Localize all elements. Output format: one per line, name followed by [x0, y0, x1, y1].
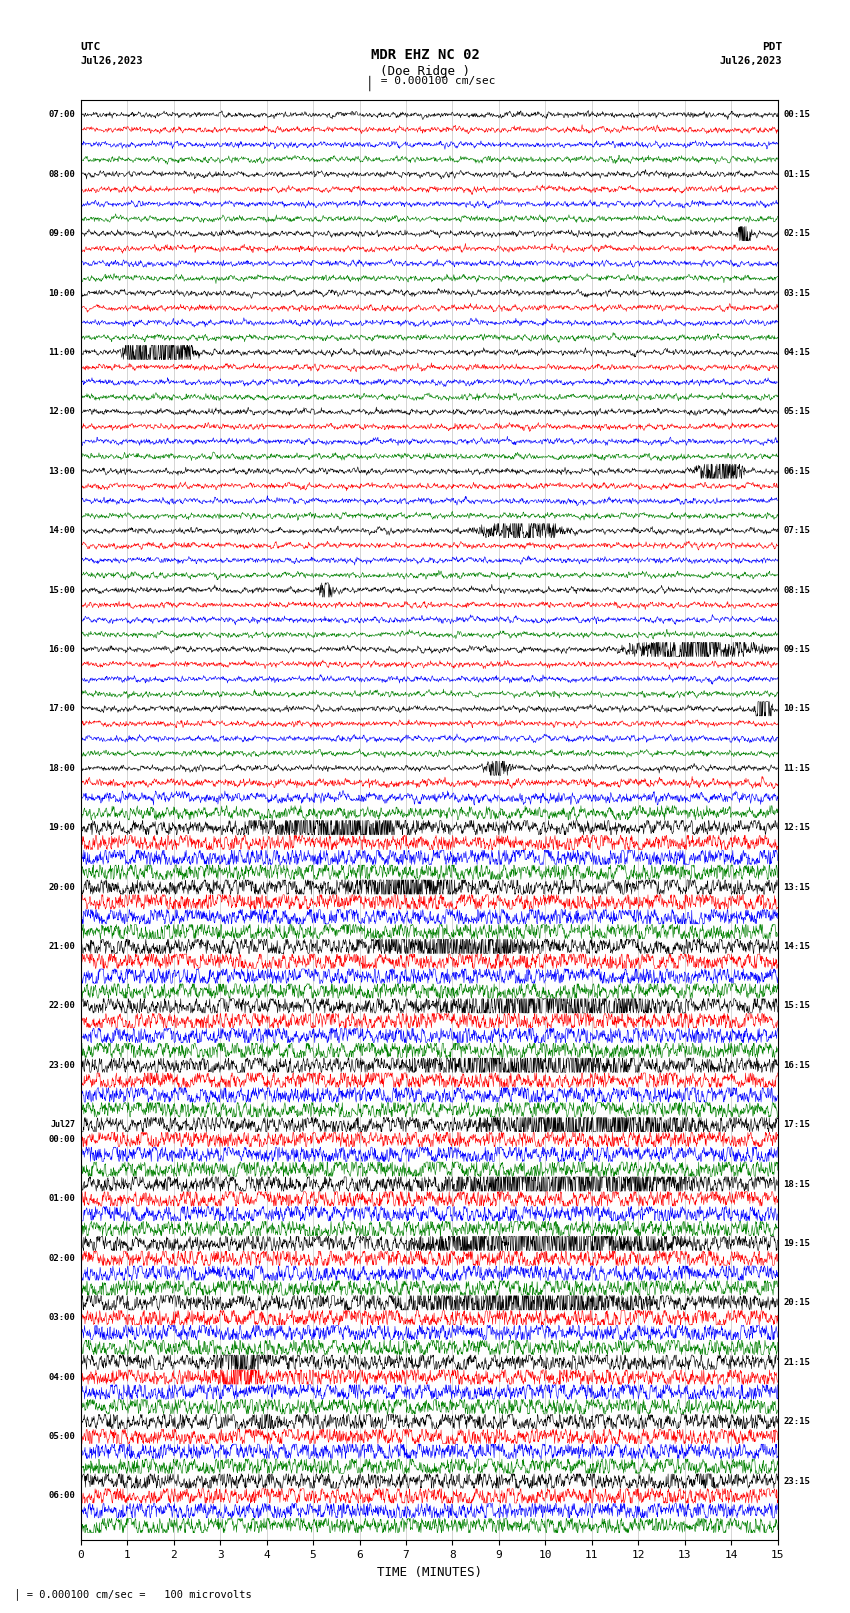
Text: PDT: PDT — [762, 42, 782, 52]
Text: 03:00: 03:00 — [48, 1313, 75, 1323]
Text: 01:00: 01:00 — [48, 1194, 75, 1203]
Text: 08:00: 08:00 — [48, 169, 75, 179]
Text: 00:00: 00:00 — [48, 1136, 75, 1144]
Text: = 0.000100 cm/sec: = 0.000100 cm/sec — [374, 76, 496, 85]
Text: Jul26,2023: Jul26,2023 — [81, 56, 144, 66]
Text: 10:15: 10:15 — [784, 705, 810, 713]
Text: 16:00: 16:00 — [48, 645, 75, 653]
Text: 09:00: 09:00 — [48, 229, 75, 239]
Text: 00:15: 00:15 — [784, 110, 810, 119]
Text: 07:00: 07:00 — [48, 110, 75, 119]
Text: 03:15: 03:15 — [784, 289, 810, 297]
Text: 20:15: 20:15 — [784, 1298, 810, 1307]
Text: 01:15: 01:15 — [784, 169, 810, 179]
Text: 06:15: 06:15 — [784, 466, 810, 476]
Text: 13:00: 13:00 — [48, 466, 75, 476]
Text: 05:15: 05:15 — [784, 408, 810, 416]
Text: 14:15: 14:15 — [784, 942, 810, 952]
Text: │: │ — [366, 76, 373, 92]
Text: 04:00: 04:00 — [48, 1373, 75, 1382]
Text: 16:15: 16:15 — [784, 1061, 810, 1069]
Text: 18:15: 18:15 — [784, 1179, 810, 1189]
Text: 13:15: 13:15 — [784, 882, 810, 892]
Text: 20:00: 20:00 — [48, 882, 75, 892]
Text: 15:00: 15:00 — [48, 586, 75, 595]
Text: 12:15: 12:15 — [784, 823, 810, 832]
Text: 23:00: 23:00 — [48, 1061, 75, 1069]
Text: 15:15: 15:15 — [784, 1002, 810, 1010]
Text: Jul26,2023: Jul26,2023 — [719, 56, 782, 66]
X-axis label: TIME (MINUTES): TIME (MINUTES) — [377, 1566, 482, 1579]
Text: 22:00: 22:00 — [48, 1002, 75, 1010]
Text: 17:15: 17:15 — [784, 1119, 810, 1129]
Text: 09:15: 09:15 — [784, 645, 810, 653]
Text: (Doe Ridge ): (Doe Ridge ) — [380, 65, 470, 77]
Text: 11:00: 11:00 — [48, 348, 75, 356]
Text: 12:00: 12:00 — [48, 408, 75, 416]
Text: 11:15: 11:15 — [784, 763, 810, 773]
Text: 07:15: 07:15 — [784, 526, 810, 536]
Text: │ = 0.000100 cm/sec =   100 microvolts: │ = 0.000100 cm/sec = 100 microvolts — [8, 1589, 252, 1600]
Text: Jul27: Jul27 — [50, 1119, 75, 1129]
Text: 21:15: 21:15 — [784, 1358, 810, 1366]
Text: 17:00: 17:00 — [48, 705, 75, 713]
Text: 23:15: 23:15 — [784, 1476, 810, 1486]
Text: MDR EHZ NC 02: MDR EHZ NC 02 — [371, 48, 479, 63]
Text: UTC: UTC — [81, 42, 101, 52]
Text: 10:00: 10:00 — [48, 289, 75, 297]
Text: 19:15: 19:15 — [784, 1239, 810, 1248]
Text: 04:15: 04:15 — [784, 348, 810, 356]
Text: 08:15: 08:15 — [784, 586, 810, 595]
Text: 05:00: 05:00 — [48, 1432, 75, 1440]
Text: 21:00: 21:00 — [48, 942, 75, 952]
Text: 18:00: 18:00 — [48, 763, 75, 773]
Text: 02:00: 02:00 — [48, 1253, 75, 1263]
Text: 02:15: 02:15 — [784, 229, 810, 239]
Text: 14:00: 14:00 — [48, 526, 75, 536]
Text: 06:00: 06:00 — [48, 1492, 75, 1500]
Text: 22:15: 22:15 — [784, 1418, 810, 1426]
Text: 19:00: 19:00 — [48, 823, 75, 832]
